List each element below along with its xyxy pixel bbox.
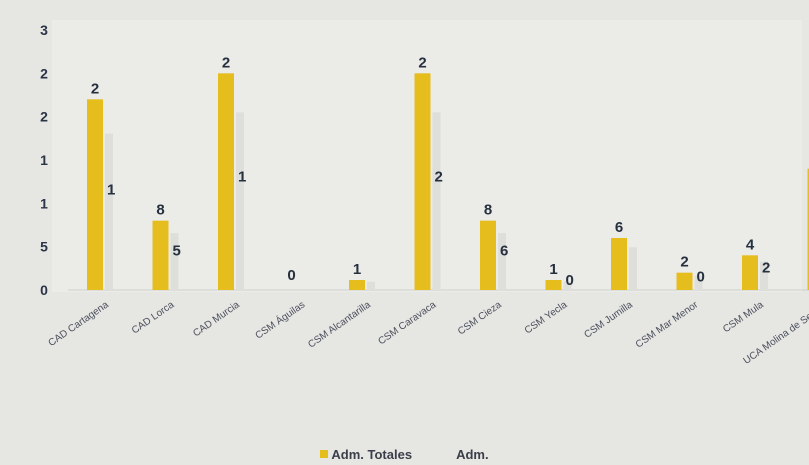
y-tick-label: 1 [40, 152, 48, 168]
bar-adm [694, 275, 703, 290]
data-label-adm-totales: 1 [549, 261, 557, 278]
legend-item-series-1: Adm. Totales [320, 444, 412, 464]
x-category-label: CSM Águilas [252, 298, 307, 342]
data-label-adm-totales: 2 [91, 80, 99, 97]
x-category-label: CSM Alcantarilla [306, 299, 373, 350]
x-category-label: CSM Cieza [456, 299, 504, 337]
data-label-adm: 1 [107, 182, 115, 199]
data-label-adm: 2 [435, 169, 443, 186]
bar-adm-totales [152, 220, 169, 290]
x-category-label: CAD Lorca [130, 299, 177, 336]
bar-adm-totales [807, 168, 809, 290]
x-category-label: CSM Caravaca [376, 299, 438, 347]
data-label-adm-totales: 1 [353, 261, 361, 278]
bar-adm [236, 112, 244, 290]
x-category-label: CSM Yecla [523, 299, 570, 336]
x-category-label: CAD Cartagena [47, 299, 111, 349]
bar-adm-totales [414, 73, 431, 290]
data-label-adm: 1 [238, 169, 246, 186]
data-label-adm-totales: 8 [484, 202, 492, 219]
bar-adm-totales [611, 238, 627, 290]
bar-adm [367, 281, 375, 290]
bar-adm [170, 233, 179, 290]
data-label-adm: 6 [500, 242, 508, 259]
y-tick-label: 3 [40, 22, 48, 38]
bar-adm-totales [218, 73, 234, 290]
data-label-adm-totales: 6 [615, 219, 623, 236]
data-label-adm-totales: 2 [418, 54, 426, 71]
legend-swatch-series-1 [320, 450, 329, 458]
legend-label-series-1: Adm. Totales [331, 446, 413, 462]
x-category-label: CSM Jumilla [582, 299, 635, 340]
bar-adm [760, 261, 768, 290]
data-label-adm-totales: 8 [156, 202, 164, 219]
bar-adm-totales [545, 280, 562, 290]
legend: Adm. Totales Adm. [0, 444, 809, 464]
bar-adm-totales [480, 220, 496, 290]
bar-adm-totales [676, 272, 693, 290]
bar-adm-totales [349, 280, 365, 290]
bar-adm-totales [742, 255, 758, 290]
bar-adm [563, 281, 572, 290]
legend-item-series-2: Adm. [456, 444, 489, 464]
data-label-adm: 0 [566, 272, 574, 289]
x-category-label: CAD Murcia [191, 299, 242, 339]
data-label-adm-totales: 2 [680, 254, 688, 271]
bar-adm [498, 233, 506, 290]
y-tick-label: 2 [40, 65, 48, 81]
data-label-adm-totales: 0 [287, 267, 295, 284]
x-category-label: CSM Mar Menor [634, 299, 701, 350]
y-tick-label: 2 [40, 109, 48, 125]
y-tick-label: 0 [40, 282, 48, 298]
data-label-adm-totales: 2 [222, 54, 230, 71]
y-tick-label: 1 [40, 195, 48, 211]
x-category-label: CSM Mula [721, 299, 766, 335]
bar-adm-totales [87, 99, 103, 290]
bar-chart: 0 5 1 1 2 2 3 2 1 CAD Cartagena 8 5 CAD Lorca 2 1 CAD M… [40, 20, 809, 367]
bar-adm [432, 112, 441, 290]
legend-label-series-2: Adm. [456, 446, 489, 462]
y-tick-label: 5 [40, 239, 48, 255]
data-label-adm-totales: 4 [746, 236, 755, 253]
bar-adm [629, 247, 637, 290]
data-label-adm: 2 [762, 260, 770, 277]
bar-adm [105, 133, 113, 290]
data-label-adm: 0 [697, 268, 705, 285]
data-label-adm: 5 [173, 242, 181, 259]
